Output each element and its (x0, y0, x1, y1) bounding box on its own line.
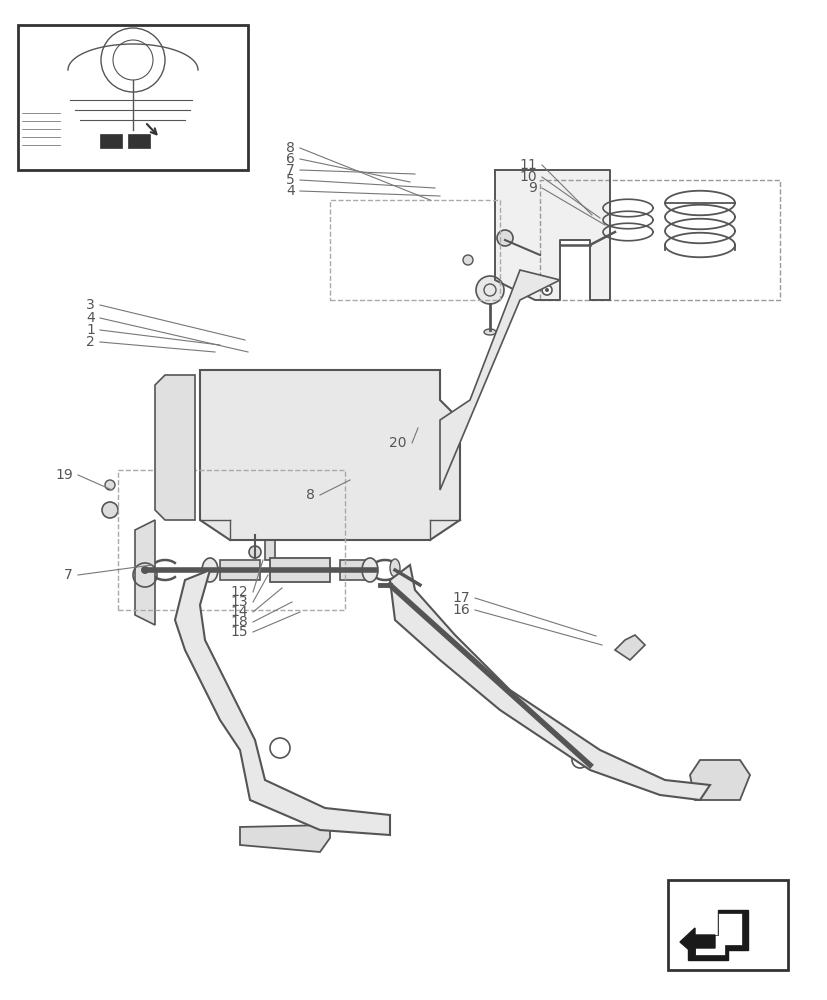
Polygon shape (240, 825, 330, 852)
Text: 3: 3 (86, 298, 95, 312)
Ellipse shape (390, 559, 399, 577)
Polygon shape (390, 565, 709, 800)
Bar (667, 880, 787, 970)
Bar (340, 560, 370, 580)
Ellipse shape (484, 329, 495, 335)
Polygon shape (174, 570, 390, 835)
Circle shape (496, 230, 513, 246)
Polygon shape (155, 375, 195, 520)
Circle shape (105, 480, 115, 490)
Text: 8: 8 (306, 488, 314, 502)
Text: 9: 9 (528, 181, 537, 195)
Text: 15: 15 (230, 625, 248, 639)
Ellipse shape (202, 558, 218, 582)
Circle shape (297, 447, 303, 453)
Text: 12: 12 (230, 585, 248, 599)
Polygon shape (687, 910, 747, 960)
Circle shape (462, 255, 472, 265)
Text: 13: 13 (230, 595, 248, 609)
Bar (261, 526, 278, 532)
Text: 14: 14 (230, 605, 248, 619)
Text: 16: 16 (452, 603, 470, 617)
Bar (128, 134, 150, 148)
Circle shape (141, 566, 149, 574)
Text: 4: 4 (86, 311, 95, 325)
Polygon shape (614, 635, 644, 660)
Circle shape (297, 487, 303, 493)
Bar (100, 134, 122, 148)
Polygon shape (135, 520, 155, 625)
Text: 17: 17 (452, 591, 470, 605)
Text: 2: 2 (86, 335, 95, 349)
Bar (220, 560, 260, 580)
Circle shape (259, 447, 265, 453)
Polygon shape (689, 760, 749, 800)
Polygon shape (694, 913, 741, 955)
Text: 18: 18 (230, 615, 248, 629)
Circle shape (476, 276, 504, 304)
Polygon shape (200, 370, 460, 540)
Bar (270, 558, 330, 582)
Text: 1: 1 (86, 323, 95, 337)
Polygon shape (495, 170, 609, 300)
Circle shape (259, 487, 265, 493)
Polygon shape (679, 928, 715, 955)
Text: 7: 7 (286, 163, 294, 177)
Bar (265, 530, 275, 560)
Text: 6: 6 (286, 152, 294, 166)
Ellipse shape (361, 558, 378, 582)
Circle shape (249, 546, 261, 558)
Text: 5: 5 (286, 173, 294, 187)
Text: 10: 10 (519, 170, 537, 184)
Text: 4: 4 (286, 184, 294, 198)
Circle shape (542, 285, 552, 295)
Circle shape (102, 502, 118, 518)
Text: 19: 19 (55, 468, 73, 482)
Text: 11: 11 (519, 158, 537, 172)
Circle shape (337, 487, 342, 493)
Bar (18, 25, 248, 170)
Text: 7: 7 (65, 568, 73, 582)
Circle shape (544, 288, 548, 292)
Polygon shape (439, 270, 559, 490)
Text: 8: 8 (286, 141, 294, 155)
Text: 20: 20 (389, 436, 407, 450)
